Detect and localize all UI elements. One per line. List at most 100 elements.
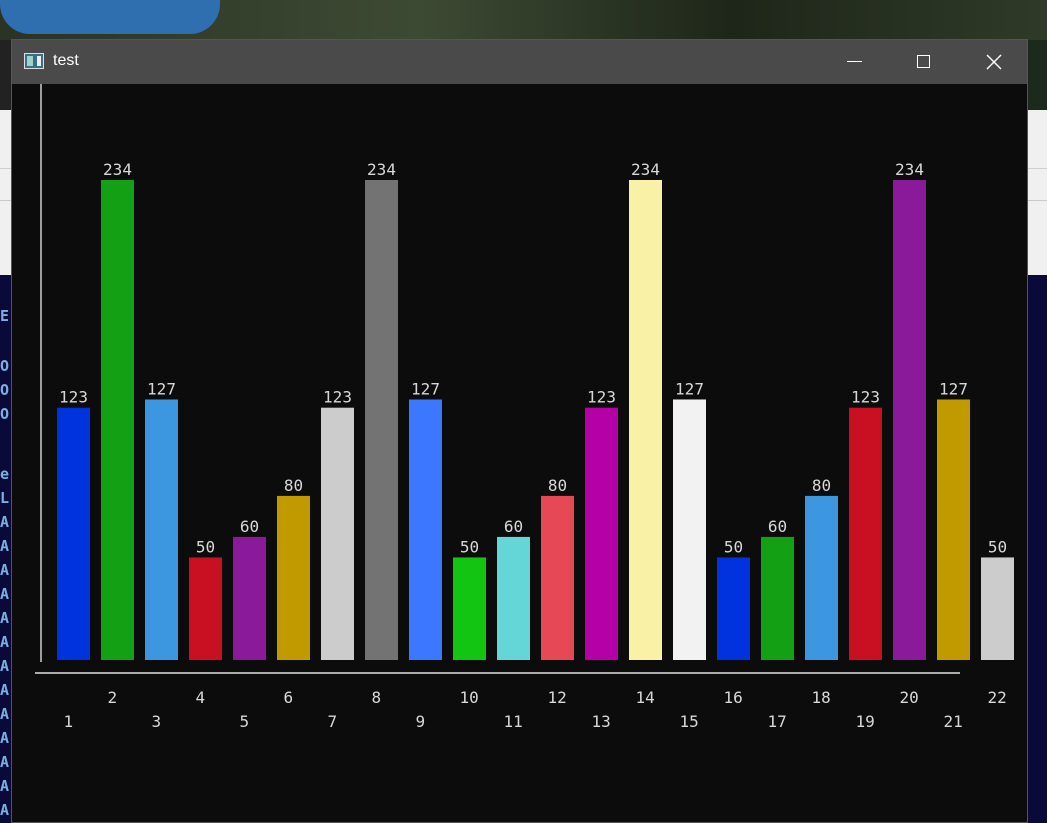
bar-12: [541, 495, 574, 660]
title-bar[interactable]: test: [12, 40, 1027, 84]
bar-chart: 123 1 234 2 127 3 50 4 60 5 80 6 123 7 234 8 127 9 50 10 60 1…: [35, 84, 1014, 731]
background-window-strip: [0, 40, 12, 110]
x-tick-label-18: 18: [812, 688, 831, 707]
console-text-fragment: A: [0, 753, 10, 771]
bar-17: [761, 536, 794, 660]
data-label-4: 50: [196, 537, 215, 556]
data-label-13: 123: [587, 388, 616, 407]
bar-13: [585, 407, 618, 660]
console-text-fragment: A: [0, 657, 10, 675]
console-text-fragment: O: [0, 381, 10, 399]
data-label-2: 234: [103, 160, 132, 179]
x-tick-label-1: 1: [64, 712, 74, 731]
x-tick-label-8: 8: [372, 688, 382, 707]
bar-3: [145, 399, 178, 660]
console-text-fragment: e: [0, 465, 10, 483]
bar-14: [629, 180, 662, 660]
data-label-9: 127: [411, 379, 440, 398]
console-text-fragment: O: [0, 405, 10, 423]
data-label-21: 127: [939, 379, 968, 398]
console-text-fragment: A: [0, 633, 10, 651]
app-icon: [24, 53, 44, 69]
bar-9: [409, 399, 442, 660]
x-tick-label-10: 10: [460, 688, 479, 707]
bar-10: [453, 557, 486, 660]
console-text-fragment: A: [0, 537, 10, 555]
bar-1: [57, 407, 90, 660]
x-tick-label-13: 13: [592, 712, 611, 731]
x-tick-label-12: 12: [548, 688, 567, 707]
x-tick-label-20: 20: [900, 688, 919, 707]
bar-2: [101, 180, 134, 660]
close-button[interactable]: [971, 40, 1017, 84]
data-label-1: 123: [59, 388, 88, 407]
bar-11: [497, 536, 530, 660]
maximize-icon: [917, 55, 930, 68]
chart-canvas: 123 1 234 2 127 3 50 4 60 5 80 6 123 7 234 8 127 9 50 10 60 1…: [12, 84, 1027, 822]
minimize-icon: [847, 61, 862, 62]
data-label-15: 127: [675, 379, 704, 398]
data-label-12: 80: [548, 476, 567, 495]
close-icon: [986, 54, 1002, 70]
bar-21: [937, 399, 970, 660]
x-tick-label-11: 11: [504, 712, 523, 731]
console-text-fragment: E: [0, 307, 10, 325]
data-label-6: 80: [284, 476, 303, 495]
maximize-button[interactable]: [901, 40, 947, 84]
x-tick-label-4: 4: [196, 688, 206, 707]
data-label-11: 60: [504, 517, 523, 536]
bar-19: [849, 407, 882, 660]
console-text-fragment: L: [0, 489, 10, 507]
console-text-fragment: A: [0, 777, 10, 795]
data-label-18: 80: [812, 476, 831, 495]
console-text-fragment: A: [0, 705, 10, 723]
desktop-shape: [0, 0, 220, 34]
x-tick-label-7: 7: [328, 712, 338, 731]
x-tick-label-22: 22: [988, 688, 1007, 707]
x-tick-label-5: 5: [240, 712, 250, 731]
data-label-7: 123: [323, 388, 352, 407]
data-label-5: 60: [240, 517, 259, 536]
desktop-background: [0, 0, 1047, 40]
data-label-3: 127: [147, 379, 176, 398]
bar-18: [805, 495, 838, 660]
bar-16: [717, 557, 750, 660]
data-label-14: 234: [631, 160, 660, 179]
console-text-fragment: A: [0, 729, 10, 747]
bar-15: [673, 399, 706, 660]
data-label-17: 60: [768, 517, 787, 536]
x-tick-label-2: 2: [108, 688, 118, 707]
data-label-8: 234: [367, 160, 396, 179]
data-label-16: 50: [724, 537, 743, 556]
window-title: test: [53, 52, 79, 69]
data-label-22: 50: [988, 537, 1007, 556]
x-tick-label-6: 6: [284, 688, 294, 707]
x-tick-label-21: 21: [944, 712, 963, 731]
bar-6: [277, 495, 310, 660]
console-text-fragment: A: [0, 801, 10, 819]
app-window: test 123 1 234 2 127 3 50 4 60 5 80 6 123 7 234 8 127 9 50…: [11, 39, 1028, 823]
console-text-fragment: O: [0, 357, 10, 375]
data-label-20: 234: [895, 160, 924, 179]
console-text-fragment: A: [0, 681, 10, 699]
x-tick-label-16: 16: [724, 688, 743, 707]
bar-4: [189, 557, 222, 660]
bar-5: [233, 536, 266, 660]
x-tick-label-17: 17: [768, 712, 787, 731]
console-text-fragment: A: [0, 561, 10, 579]
bar-8: [365, 180, 398, 660]
console-text-fragment: A: [0, 513, 10, 531]
bar-22: [981, 557, 1014, 660]
console-text-fragment: A: [0, 609, 10, 627]
x-tick-label-19: 19: [856, 712, 875, 731]
x-tick-label-15: 15: [680, 712, 699, 731]
bar-7: [321, 407, 354, 660]
console-text-fragment: A: [0, 585, 10, 603]
x-tick-label-14: 14: [636, 688, 655, 707]
x-tick-label-3: 3: [152, 712, 162, 731]
bar-20: [893, 180, 926, 660]
data-label-19: 123: [851, 388, 880, 407]
minimize-button[interactable]: [831, 40, 877, 84]
x-tick-label-9: 9: [416, 712, 426, 731]
data-label-10: 50: [460, 537, 479, 556]
